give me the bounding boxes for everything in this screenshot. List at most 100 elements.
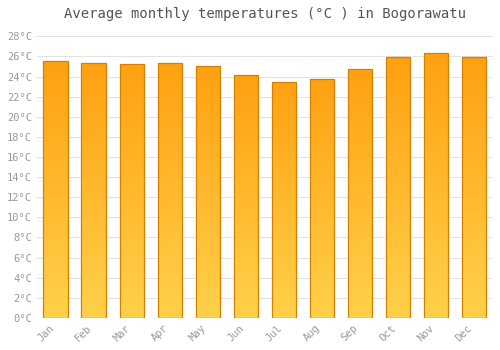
Bar (158, 159, 182, 162)
Bar (386, 57, 410, 318)
Bar (348, 315, 372, 318)
Bar (82, 200, 106, 203)
Bar (386, 139, 410, 142)
Bar (120, 267, 144, 270)
Bar (44, 151, 68, 154)
Bar (234, 190, 258, 193)
Bar (310, 93, 334, 97)
Bar (120, 99, 144, 103)
Bar (386, 223, 410, 227)
Bar (386, 142, 410, 145)
Bar (234, 187, 258, 190)
Bar (386, 250, 410, 253)
Bar (158, 178, 182, 181)
Bar (462, 119, 486, 122)
Bar (196, 135, 220, 139)
Bar (272, 99, 296, 102)
Bar (424, 281, 448, 285)
Bar (310, 192, 334, 195)
Bar (272, 161, 296, 164)
Bar (196, 246, 220, 249)
Bar (462, 139, 486, 142)
Bar (310, 126, 334, 130)
Bar (462, 295, 486, 298)
Bar (158, 283, 182, 286)
Bar (234, 290, 258, 294)
Bar (310, 189, 334, 192)
Bar (462, 266, 486, 269)
Bar (348, 234, 372, 237)
Bar (462, 253, 486, 256)
Bar (196, 293, 220, 296)
Bar (158, 172, 182, 175)
Bar (462, 103, 486, 106)
Bar (196, 274, 220, 277)
Bar (272, 141, 296, 144)
Bar (310, 88, 334, 91)
Bar (348, 215, 372, 218)
Bar (196, 233, 220, 236)
Bar (348, 69, 372, 318)
Bar (158, 114, 182, 118)
Bar (462, 197, 486, 201)
Bar (386, 90, 410, 93)
Bar (234, 126, 258, 129)
Bar (120, 169, 144, 172)
Bar (386, 181, 410, 184)
Bar (348, 203, 372, 206)
Bar (196, 192, 220, 195)
Bar (348, 118, 372, 121)
Bar (234, 306, 258, 309)
Bar (158, 175, 182, 178)
Bar (386, 74, 410, 77)
Bar (462, 191, 486, 194)
Bar (196, 302, 220, 305)
Bar (44, 270, 68, 273)
Bar (120, 90, 144, 93)
Bar (348, 306, 372, 308)
Bar (120, 156, 144, 160)
Bar (234, 315, 258, 318)
Bar (44, 292, 68, 295)
Bar (272, 279, 296, 282)
Bar (120, 273, 144, 277)
Bar (44, 251, 68, 254)
Bar (234, 248, 258, 251)
Bar (310, 279, 334, 282)
Bar (196, 296, 220, 299)
Bar (44, 289, 68, 292)
Bar (386, 155, 410, 158)
Bar (234, 205, 258, 208)
Bar (158, 127, 182, 130)
Bar (44, 212, 68, 215)
Bar (82, 63, 106, 66)
Bar (196, 261, 220, 265)
Bar (82, 83, 106, 86)
Bar (196, 95, 220, 98)
Bar (462, 57, 486, 61)
Bar (386, 57, 410, 61)
Bar (272, 226, 296, 229)
Bar (272, 300, 296, 303)
Bar (310, 303, 334, 306)
Bar (310, 252, 334, 255)
Bar (310, 91, 334, 93)
Bar (424, 199, 448, 202)
Bar (158, 232, 182, 235)
Bar (234, 226, 258, 230)
Bar (234, 178, 258, 181)
Bar (44, 183, 68, 187)
Bar (310, 288, 334, 291)
Bar (462, 142, 486, 145)
Bar (196, 89, 220, 92)
Bar (82, 136, 106, 140)
Bar (234, 141, 258, 145)
Bar (386, 207, 410, 210)
Bar (310, 177, 334, 180)
Bar (82, 235, 106, 238)
Bar (44, 142, 68, 145)
Bar (158, 286, 182, 289)
Bar (82, 143, 106, 146)
Bar (462, 237, 486, 240)
Bar (44, 65, 68, 68)
